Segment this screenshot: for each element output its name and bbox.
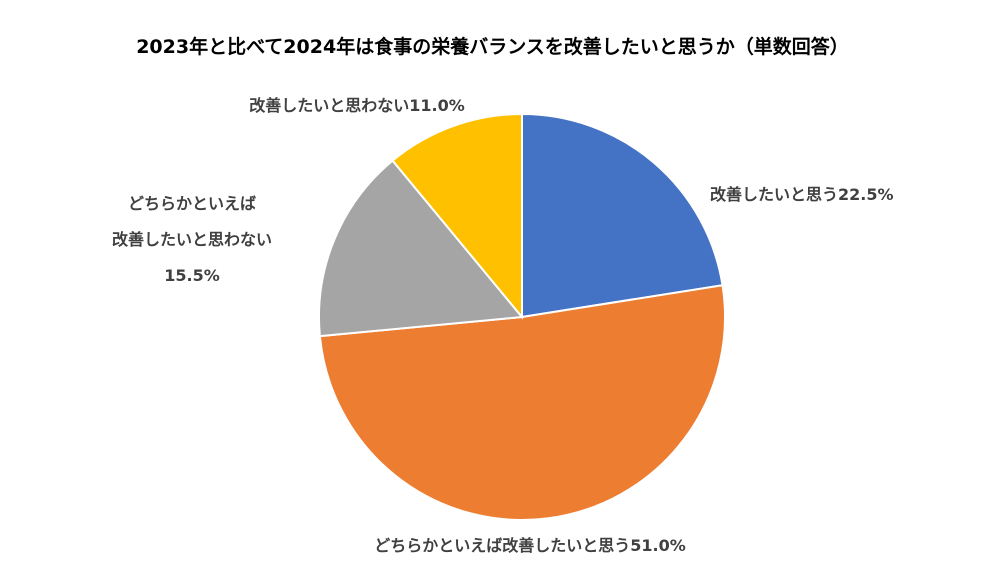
value-label: 15.5% xyxy=(164,266,220,285)
category-label: どちらかといえば改善したいと思う xyxy=(374,536,631,555)
data-label: どちらかといえば 改善したいと思わない 15.5% xyxy=(112,186,272,294)
value-label: 22.5% xyxy=(838,185,894,204)
pie-slice xyxy=(318,284,726,521)
category-label: 改善したいと思う xyxy=(710,185,839,204)
data-label: どちらかといえば改善したいと思う51.0% xyxy=(374,532,686,556)
category-label: 改善したいと思わない xyxy=(249,96,410,115)
pie-slice xyxy=(318,159,524,338)
value-label: 51.0% xyxy=(630,536,686,555)
pie-slice xyxy=(391,112,523,320)
category-label: どちらかといえば 改善したいと思わない xyxy=(111,194,273,249)
pie-slice xyxy=(521,112,724,319)
data-label: 改善したいと思わない11.0% xyxy=(249,92,465,116)
chart-title: 2023年と比べて2024年は食事の栄養バランスを改善したいと思うか（単数回答） xyxy=(136,36,849,58)
value-label: 11.0% xyxy=(409,96,465,115)
data-label: 改善したいと思う22.5% xyxy=(710,181,894,205)
